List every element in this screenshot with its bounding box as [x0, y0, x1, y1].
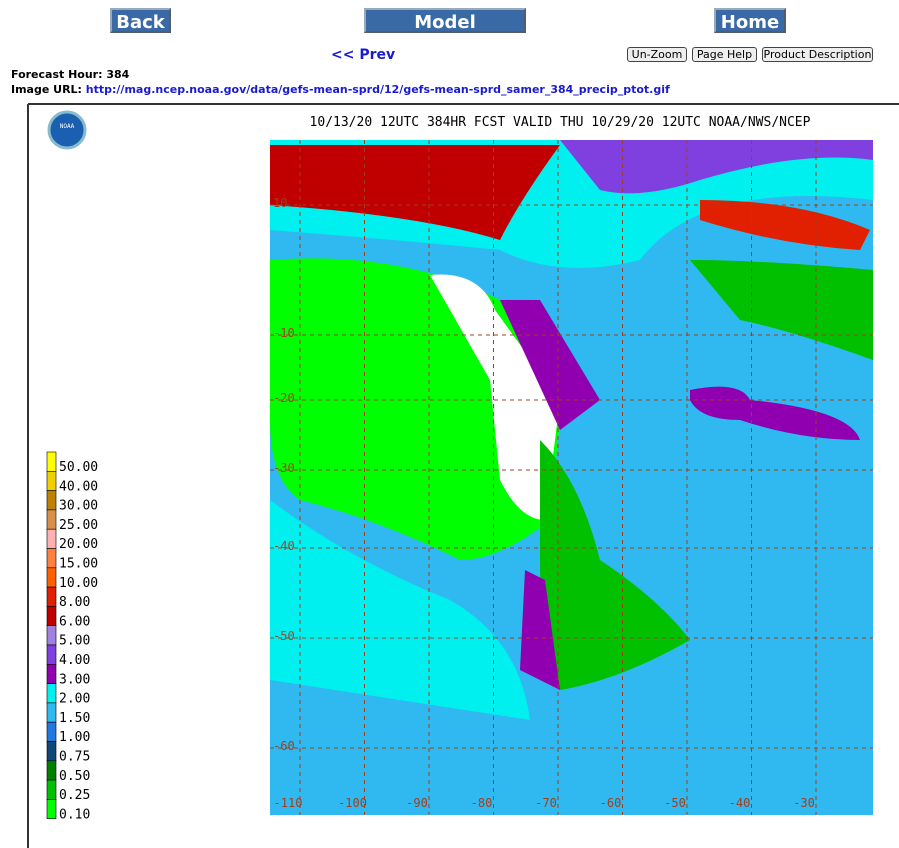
image-url: Image URL: http://mag.ncep.noaa.gov/data… — [11, 83, 670, 96]
lat-label: -60 — [273, 739, 295, 753]
grid: 10 -10 -20 -30 -40 -50 -60 -110 -100 -90 -80 -70 -60… — [270, 140, 873, 815]
tool-button[interactable]: Product Description — [762, 47, 873, 62]
legend-label: 10.00 — [59, 576, 98, 591]
legend-label: 25.00 — [59, 518, 98, 533]
lon-label: -80 — [471, 796, 493, 810]
legend-swatch — [46, 702, 57, 723]
legend-label: 20.00 — [59, 537, 98, 552]
legend-swatch — [46, 721, 57, 742]
lon-label: -110 — [274, 796, 303, 810]
legend-swatch — [46, 663, 57, 684]
legend-label: 8.00 — [59, 595, 90, 610]
legend-label: 6.00 — [59, 614, 90, 629]
lat-label: -20 — [273, 391, 295, 405]
legend-label: 4.00 — [59, 653, 90, 668]
legend: 50.00 40.00 30.00 25.00 20.00 15.00 10.00 8.00 6… — [46, 451, 98, 822]
field — [500, 300, 600, 430]
legend-label: 15.00 — [59, 557, 98, 572]
legend-label: 1.00 — [59, 730, 90, 745]
lat-label: -50 — [273, 629, 295, 643]
home-button[interactable]: Home — [714, 8, 786, 33]
precip-field — [270, 140, 873, 815]
lat-label: -40 — [273, 539, 295, 553]
lat-label: 10 — [273, 196, 287, 210]
value: 384 — [106, 68, 130, 81]
lon-label: -100 — [338, 796, 367, 810]
legend-swatch — [46, 490, 57, 511]
legend-swatch — [46, 799, 57, 820]
legend-swatch — [46, 567, 57, 588]
legend-label: 0.10 — [59, 807, 90, 822]
map-title: 10/13/20 12UTC 384HR FCST VALID THU 10/2… — [310, 115, 811, 130]
field — [430, 274, 560, 520]
model-guidance-button[interactable]: Model Guidance — [364, 8, 526, 58]
label: Image URL: — [11, 83, 82, 96]
lon-label: -50 — [664, 796, 686, 810]
forecast-hour: Forecast Hour: 384 — [11, 68, 129, 81]
logo — [47, 110, 87, 150]
legend-swatch — [46, 606, 57, 627]
logo-text: NOAA — [60, 123, 75, 130]
legend-label: 40.00 — [59, 479, 98, 494]
field — [560, 140, 873, 194]
legend-swatch — [46, 644, 57, 665]
tool-button[interactable]: Page Help — [692, 47, 757, 62]
legend-label: 2.00 — [59, 692, 90, 707]
legend-swatch — [46, 779, 57, 800]
field — [690, 386, 860, 440]
field — [700, 200, 870, 250]
url-link[interactable]: http://mag.ncep.noaa.gov/data/gefs-mean-… — [85, 83, 670, 96]
legend-label: 30.00 — [59, 499, 98, 514]
legend-swatch — [46, 451, 57, 472]
legend-swatch — [46, 586, 57, 607]
prev-link[interactable]: << Prev — [331, 47, 396, 63]
lon-label: -40 — [729, 796, 751, 810]
legend-label: 50.00 — [59, 460, 98, 475]
field — [540, 440, 690, 690]
label: Forecast Hour: — [11, 68, 103, 81]
legend-swatch — [46, 470, 57, 491]
lon-label: -30 — [793, 796, 815, 810]
field — [520, 570, 560, 690]
field — [270, 145, 560, 240]
legend-swatch — [46, 528, 57, 549]
legend-swatch — [46, 741, 57, 762]
legend-label: 0.75 — [59, 750, 90, 765]
tool-button[interactable]: Un-Zoom — [627, 47, 687, 62]
lon-label: -70 — [535, 796, 557, 810]
lat-label: -30 — [273, 461, 295, 475]
legend-label: 0.25 — [59, 788, 90, 803]
legend-swatch — [46, 548, 57, 569]
field — [690, 260, 873, 360]
field — [270, 500, 530, 720]
back-button[interactable]: Back — [110, 8, 171, 33]
legend-swatch — [46, 509, 57, 530]
legend-swatch — [46, 683, 57, 704]
legend-label: 5.00 — [59, 634, 90, 649]
legend-label: 0.50 — [59, 769, 90, 784]
legend-label: 3.00 — [59, 672, 90, 687]
lon-label: -90 — [406, 796, 428, 810]
legend-label: 1.50 — [59, 711, 90, 726]
lat-label: -10 — [273, 326, 295, 340]
legend-swatch — [46, 625, 57, 646]
lon-label: -60 — [600, 796, 622, 810]
legend-swatch — [46, 760, 57, 781]
